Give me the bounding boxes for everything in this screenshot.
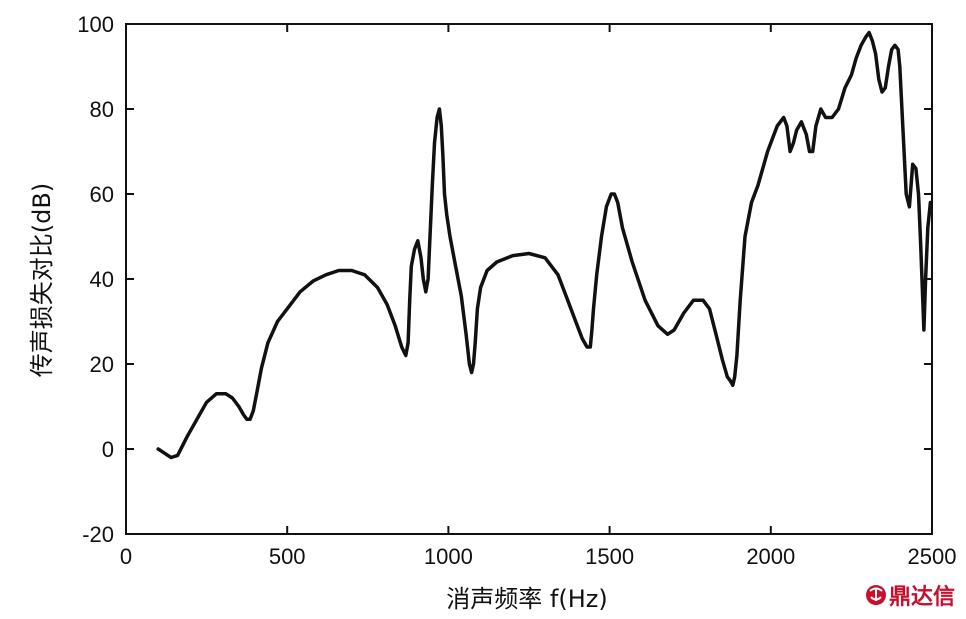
series-line-0 <box>156 30 933 460</box>
x-tick-label: 2000 <box>746 544 795 569</box>
y-tick-label: 20 <box>90 352 114 377</box>
y-tick-label: 0 <box>102 437 114 462</box>
y-axis-title: 传声损失对比(dB) <box>28 183 56 377</box>
y-axis-ticks: -20 0 20 40 60 80 100 <box>77 12 932 547</box>
plot-frame <box>125 23 933 535</box>
y-tick-label: 80 <box>90 97 114 122</box>
y-tick-label: 40 <box>90 267 114 292</box>
x-axis-ticks: 0 500 1000 1500 2000 2500 <box>120 24 957 569</box>
x-axis-title: 消声频率 f(Hz) <box>446 585 607 613</box>
y-tick-label: 100 <box>77 12 114 37</box>
x-tick-label: 0 <box>120 544 132 569</box>
watermark-logo: 鼎达信 <box>866 584 955 610</box>
x-tick-label: 2500 <box>908 544 957 569</box>
x-tick-label: 500 <box>269 544 306 569</box>
x-tick-label: 1000 <box>424 544 473 569</box>
svg-text:鼎达信: 鼎达信 <box>889 584 955 610</box>
y-tick-label: 60 <box>90 182 114 207</box>
x-tick-label: 1500 <box>585 544 634 569</box>
logo-mark-icon <box>869 587 883 601</box>
plot-border <box>125 23 933 535</box>
y-tick-label: -20 <box>82 522 114 547</box>
series-layer <box>156 30 933 460</box>
